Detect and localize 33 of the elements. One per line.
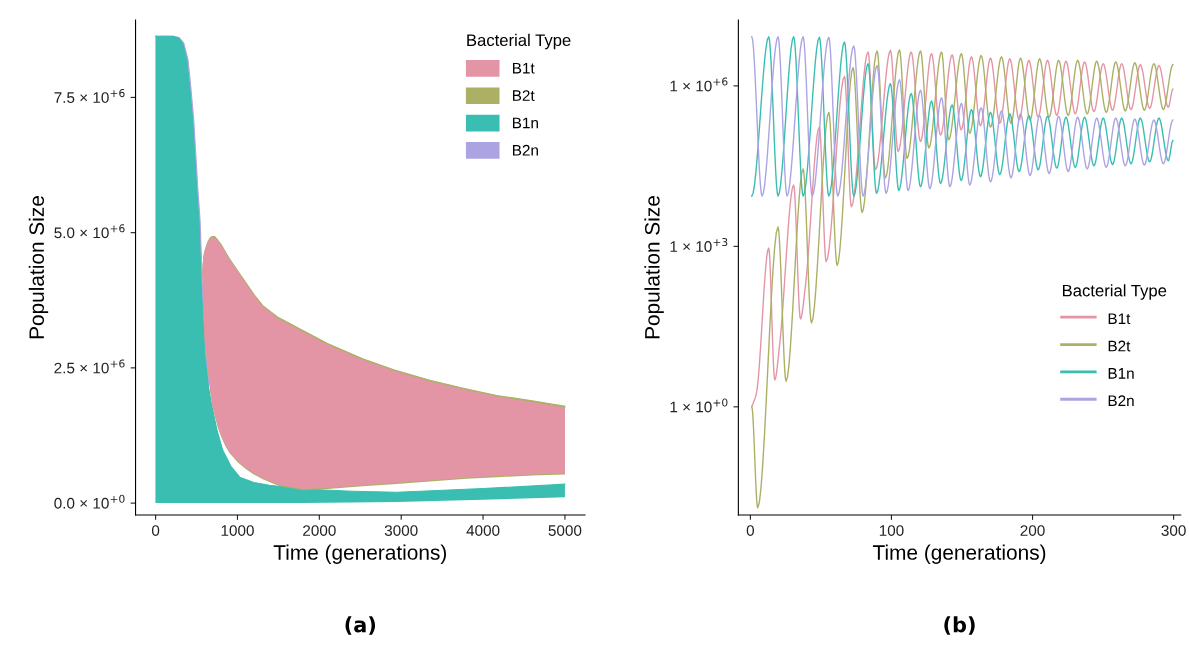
y-axis-title: Population Size	[28, 196, 49, 339]
y-tick-label: 1 × 10$^{+3}$	[670, 237, 728, 252]
text: (b)	[944, 616, 975, 635]
x-tick-label: 0	[151, 525, 160, 536]
y-tick-label: 1 × 10$^{+0}$	[670, 398, 728, 413]
legend-label: B2t	[513, 90, 535, 101]
x-tick-label: 1000	[221, 525, 254, 536]
legend-label: B1t	[1108, 313, 1131, 325]
legend-label: B1t	[513, 62, 535, 74]
x-tick-label: 0	[746, 525, 755, 536]
y-tick-label: 0.0 × 10$^{+0}$	[54, 494, 125, 509]
x-tick-label: 3000	[384, 525, 418, 536]
x-axis-title: Time (generations)	[872, 544, 1046, 564]
y-tick-label: 2.5 × 10$^{+6}$	[54, 359, 125, 374]
x-axis-title: Time (generations)	[273, 544, 447, 564]
y-axis-title: Population Size	[644, 196, 664, 339]
x-tick-label: 2000	[303, 525, 336, 536]
legend-label: B1n	[513, 117, 538, 129]
legend-title: Bacterial Type	[467, 33, 571, 50]
x-tick-label: 4000	[466, 525, 500, 536]
x-tick-label: 5000	[548, 525, 582, 536]
y-tick-label: 5.0 × 10$^{+6}$	[54, 224, 125, 239]
text: (a)	[345, 616, 376, 635]
legend-label: B2n	[513, 144, 538, 156]
x-tick-label: 200	[1020, 525, 1045, 536]
legend-label: B1n	[1108, 368, 1134, 379]
x-tick-label: 100	[879, 525, 904, 536]
y-tick-label: 7.5 × 10$^{+6}$	[54, 89, 125, 103]
x-tick-label: 300	[1161, 525, 1186, 536]
legend-label: B2n	[1108, 395, 1134, 406]
legend-label: B2t	[1108, 340, 1131, 352]
y-tick-label: 1 × 10$^{+6}$	[670, 77, 728, 92]
legend-title: Bacterial Type	[1062, 284, 1167, 300]
